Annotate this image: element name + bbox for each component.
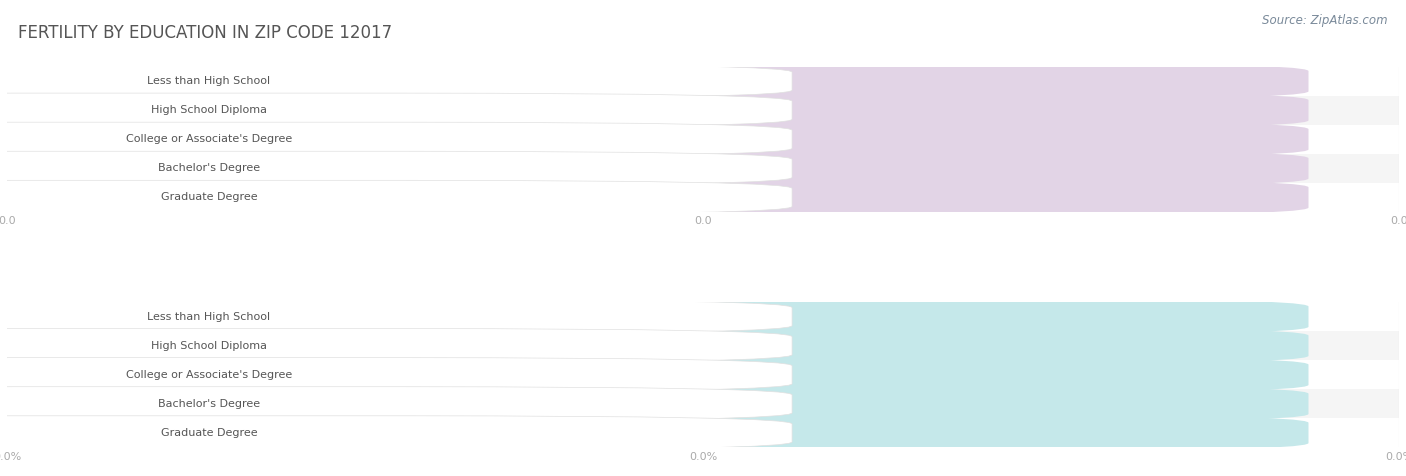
Bar: [7, 389, 1399, 418]
Text: 0.0%: 0.0%: [418, 370, 449, 380]
Text: Bachelor's Degree: Bachelor's Degree: [157, 163, 260, 173]
FancyBboxPatch shape: [0, 299, 792, 334]
FancyBboxPatch shape: [0, 356, 1309, 394]
Text: 0.0: 0.0: [418, 76, 437, 86]
FancyBboxPatch shape: [0, 93, 792, 128]
FancyBboxPatch shape: [0, 178, 1309, 217]
Text: High School Diploma: High School Diploma: [150, 341, 267, 351]
FancyBboxPatch shape: [0, 120, 1309, 159]
FancyBboxPatch shape: [0, 151, 792, 186]
FancyBboxPatch shape: [0, 327, 1309, 365]
FancyBboxPatch shape: [0, 91, 1309, 129]
Text: 0.0%: 0.0%: [418, 312, 449, 322]
Text: 0.0%: 0.0%: [418, 428, 449, 438]
FancyBboxPatch shape: [0, 416, 792, 450]
FancyBboxPatch shape: [0, 387, 792, 421]
Text: Bachelor's Degree: Bachelor's Degree: [157, 399, 260, 409]
Text: FERTILITY BY EDUCATION IN ZIP CODE 12017: FERTILITY BY EDUCATION IN ZIP CODE 12017: [18, 24, 392, 42]
Text: High School Diploma: High School Diploma: [150, 105, 267, 115]
Text: 0.0: 0.0: [418, 192, 437, 202]
Text: 0.0%: 0.0%: [418, 399, 449, 409]
Text: Less than High School: Less than High School: [148, 76, 270, 86]
FancyBboxPatch shape: [0, 298, 1309, 336]
Bar: [7, 331, 1399, 360]
Text: 0.0: 0.0: [418, 163, 437, 173]
Text: Graduate Degree: Graduate Degree: [160, 428, 257, 438]
FancyBboxPatch shape: [0, 180, 792, 215]
FancyBboxPatch shape: [0, 149, 1309, 188]
FancyBboxPatch shape: [0, 62, 1309, 100]
Text: 0.0: 0.0: [418, 105, 437, 115]
FancyBboxPatch shape: [0, 414, 1309, 452]
Bar: [7, 96, 1399, 125]
Bar: [7, 154, 1399, 183]
Text: 0.0%: 0.0%: [418, 341, 449, 351]
FancyBboxPatch shape: [0, 64, 792, 99]
FancyBboxPatch shape: [0, 385, 1309, 423]
Text: Graduate Degree: Graduate Degree: [160, 192, 257, 202]
FancyBboxPatch shape: [0, 357, 792, 392]
Text: Less than High School: Less than High School: [148, 312, 270, 322]
FancyBboxPatch shape: [0, 328, 792, 363]
FancyBboxPatch shape: [0, 122, 792, 157]
Text: College or Associate's Degree: College or Associate's Degree: [125, 370, 292, 380]
Text: 0.0: 0.0: [418, 134, 437, 144]
Text: Source: ZipAtlas.com: Source: ZipAtlas.com: [1263, 14, 1388, 27]
Text: College or Associate's Degree: College or Associate's Degree: [125, 134, 292, 144]
